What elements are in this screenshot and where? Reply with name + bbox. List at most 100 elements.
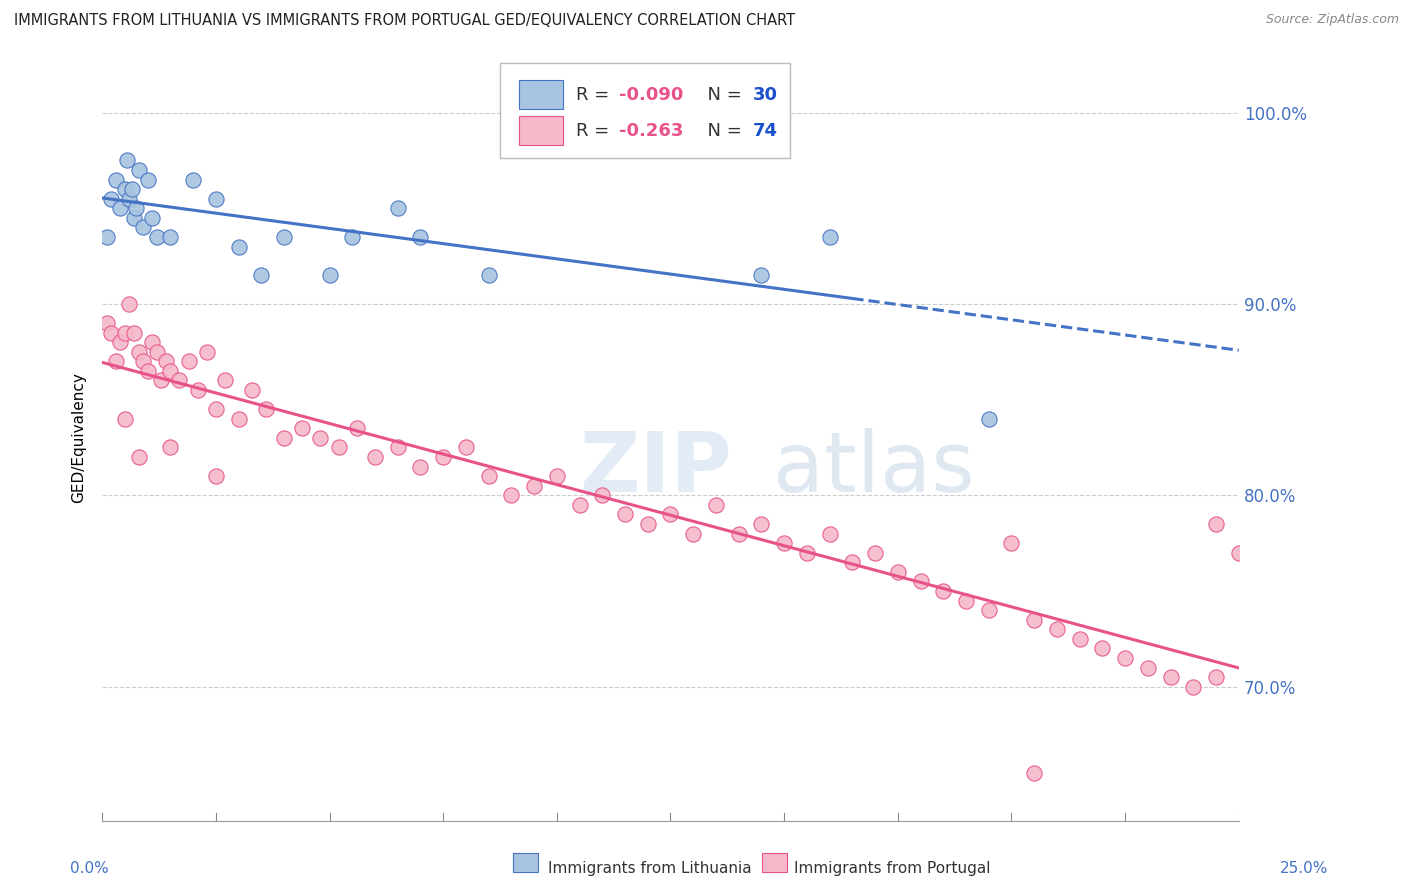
Point: [1182, 680, 1205, 694]
Point: [796, 546, 818, 560]
Point: [132, 354, 155, 368]
Point: [364, 450, 387, 464]
Text: R =: R =: [576, 122, 616, 140]
Point: [273, 431, 295, 445]
Point: [141, 211, 163, 225]
Text: Immigrants from Portugal: Immigrants from Portugal: [794, 861, 991, 876]
Point: [591, 488, 613, 502]
Point: [454, 441, 477, 455]
Point: [773, 536, 796, 550]
Bar: [519, 116, 562, 145]
Point: [254, 402, 277, 417]
Point: [104, 172, 127, 186]
Point: [1114, 651, 1136, 665]
Point: [342, 230, 364, 244]
Point: [659, 508, 682, 522]
Point: [104, 354, 127, 368]
Point: [121, 182, 143, 196]
Point: [751, 268, 773, 283]
Point: [128, 344, 150, 359]
Point: [682, 526, 704, 541]
Point: [318, 268, 340, 283]
Point: [1000, 536, 1022, 550]
Text: 30: 30: [752, 86, 778, 104]
Point: [132, 220, 155, 235]
Point: [128, 450, 150, 464]
Point: [145, 344, 167, 359]
Point: [568, 498, 591, 512]
Point: [100, 192, 122, 206]
Point: [727, 526, 749, 541]
Point: [309, 431, 332, 445]
Point: [501, 488, 523, 502]
Text: -0.263: -0.263: [620, 122, 683, 140]
Point: [205, 192, 228, 206]
Point: [1205, 516, 1227, 531]
Point: [187, 383, 209, 397]
Point: [704, 498, 727, 512]
Point: [291, 421, 314, 435]
Point: [125, 201, 148, 215]
Point: [195, 344, 218, 359]
Point: [346, 421, 368, 435]
Point: [181, 172, 204, 186]
Text: atlas: atlas: [773, 428, 974, 509]
Bar: [513, 853, 538, 872]
Point: [1046, 622, 1069, 636]
Point: [114, 182, 136, 196]
Point: [159, 364, 181, 378]
Point: [205, 469, 228, 483]
Point: [228, 411, 250, 425]
Point: [751, 516, 773, 531]
Point: [114, 326, 136, 340]
Point: [150, 374, 173, 388]
Point: [1024, 765, 1046, 780]
Point: [128, 163, 150, 178]
Point: [110, 335, 132, 350]
Point: [122, 211, 145, 225]
Point: [169, 374, 191, 388]
Point: [1136, 660, 1159, 674]
Point: [523, 95, 546, 110]
Point: [818, 526, 841, 541]
Text: N =: N =: [696, 122, 747, 140]
FancyBboxPatch shape: [501, 62, 790, 159]
Point: [977, 603, 1000, 617]
Text: 25.0%: 25.0%: [1281, 861, 1329, 876]
Text: Source: ZipAtlas.com: Source: ZipAtlas.com: [1265, 13, 1399, 27]
Point: [141, 335, 163, 350]
Point: [841, 555, 863, 569]
Point: [955, 593, 977, 607]
Point: [478, 268, 501, 283]
Point: [1069, 632, 1091, 646]
Point: [1227, 546, 1250, 560]
Point: [159, 230, 181, 244]
Point: [110, 201, 132, 215]
Point: [432, 450, 454, 464]
Point: [96, 316, 118, 330]
Point: [205, 402, 228, 417]
Point: [136, 364, 159, 378]
Point: [145, 230, 167, 244]
Point: [523, 479, 546, 493]
Point: [887, 565, 910, 579]
Point: [240, 383, 263, 397]
Point: [214, 374, 236, 388]
Point: [1205, 670, 1227, 684]
Point: [250, 268, 273, 283]
Point: [863, 546, 886, 560]
Point: [387, 441, 409, 455]
Point: [637, 516, 659, 531]
Point: [387, 201, 409, 215]
Point: [1160, 670, 1182, 684]
Point: [115, 153, 138, 168]
Text: Immigrants from Lithuania: Immigrants from Lithuania: [548, 861, 752, 876]
Point: [818, 230, 841, 244]
Point: [118, 192, 141, 206]
Point: [155, 354, 177, 368]
Text: IMMIGRANTS FROM LITHUANIA VS IMMIGRANTS FROM PORTUGAL GED/EQUIVALENCY CORRELATIO: IMMIGRANTS FROM LITHUANIA VS IMMIGRANTS …: [14, 13, 796, 29]
Point: [932, 584, 955, 599]
Point: [100, 326, 122, 340]
Point: [1091, 641, 1114, 656]
Text: R =: R =: [576, 86, 616, 104]
